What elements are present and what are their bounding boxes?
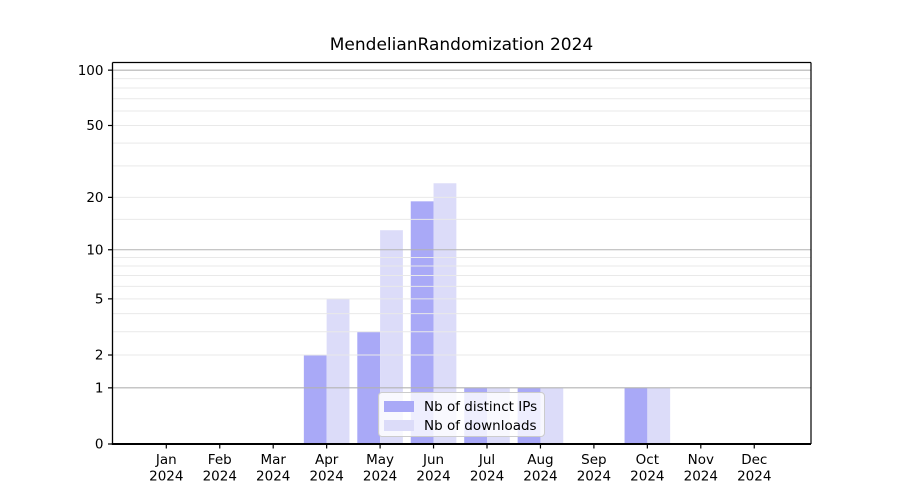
y-tick-label: 5	[95, 292, 104, 308]
x-tick-label: Jan 2024	[149, 452, 183, 485]
y-tick-label: 1	[95, 381, 104, 397]
legend-label-distinct-ips: Nb of distinct IPs	[424, 398, 538, 415]
y-tick-label: 10	[86, 242, 103, 258]
legend-item-distinct-ips: Nb of distinct IPs	[384, 398, 544, 415]
x-tick-label: May 2024	[363, 452, 397, 485]
legend-label-downloads: Nb of downloads	[424, 417, 537, 434]
bar-downloads-aug	[540, 387, 564, 444]
x-tick-label: Sep 2024	[577, 452, 611, 485]
x-tick-label: Apr 2024	[309, 452, 343, 485]
bar-distinct-ips-oct	[624, 387, 648, 444]
plot-background	[112, 62, 811, 444]
x-tick-label: Feb 2024	[203, 452, 237, 485]
y-tick-label: 100	[78, 63, 104, 79]
y-tick-label: 20	[86, 190, 103, 206]
bar-downloads-oct	[647, 387, 671, 444]
chart-title: MendelianRandomization 2024	[329, 35, 594, 55]
x-tick-label: Dec 2024	[737, 452, 771, 485]
bar-distinct-ips-apr	[303, 355, 327, 444]
bar-downloads-may	[380, 230, 403, 444]
x-tick-label: Oct 2024	[630, 452, 664, 485]
y-tick-label: 2	[95, 348, 104, 364]
legend: Nb of distinct IPs Nb of downloads	[378, 392, 545, 437]
x-tick-label: Jun 2024	[416, 452, 450, 485]
x-tick-label: Mar 2024	[256, 452, 290, 485]
legend-swatch-downloads	[384, 420, 414, 431]
legend-swatch-distinct-ips	[384, 401, 414, 412]
bar-distinct-ips-jun	[410, 201, 434, 444]
y-tick-label: 0	[95, 437, 104, 453]
legend-item-downloads: Nb of downloads	[384, 417, 544, 434]
y-tick-label: 50	[86, 118, 103, 134]
x-tick-label: Jul 2024	[470, 452, 504, 485]
bar-downloads-apr	[326, 298, 350, 444]
x-tick-label: Nov 2024	[684, 452, 718, 485]
x-tick-label: Aug 2024	[523, 452, 557, 485]
